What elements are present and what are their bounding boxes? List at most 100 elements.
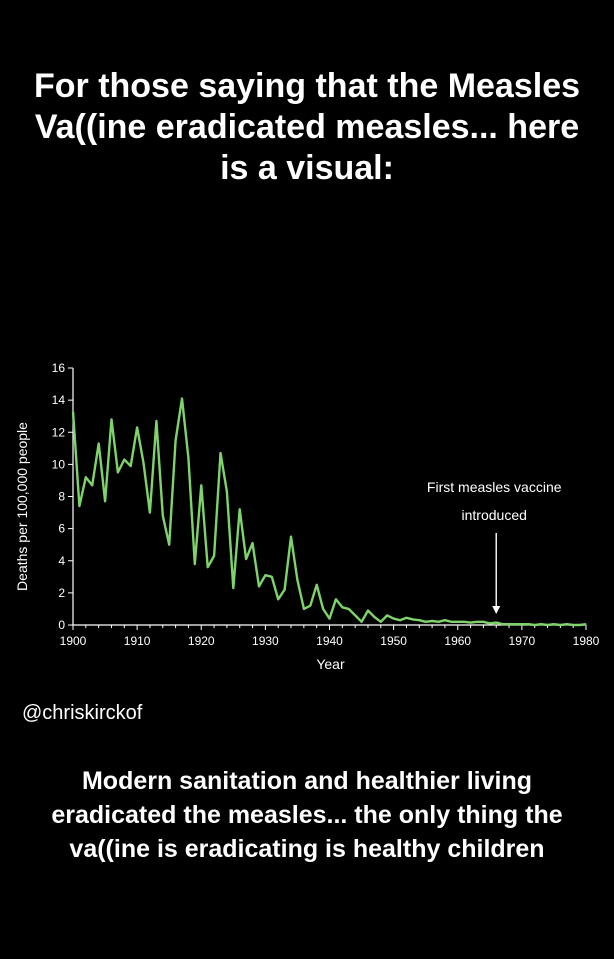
data-point: [341, 606, 343, 608]
data-point: [78, 505, 80, 507]
x-tick-label: 1920: [188, 634, 215, 648]
data-point: [110, 418, 113, 420]
data-point: [264, 574, 266, 576]
x-tick-label: 1980: [573, 634, 600, 648]
data-point: [245, 558, 247, 560]
annotation-line-1: First measles vaccine: [427, 479, 562, 495]
data-point: [207, 566, 209, 568]
x-ticks: 1900 1910 1920 1930 1940 1950 1960 1970 1980: [60, 625, 600, 648]
y-tick-label: 10: [52, 457, 66, 471]
y-tick-label: 16: [52, 361, 66, 375]
annotation-line-2: introduced: [462, 507, 527, 523]
x-axis: 1900 1910 1920 1930 1940 1950 1960 1970 1980: [60, 624, 600, 648]
x-tick-label: 1940: [316, 634, 343, 648]
data-point: [104, 500, 106, 502]
data-point: [149, 512, 151, 514]
data-point: [181, 397, 183, 400]
data-point: [418, 619, 420, 621]
x-tick-label: 1910: [124, 634, 151, 648]
data-point: [251, 542, 254, 544]
x-tick-label: 1970: [509, 634, 536, 648]
data-point: [540, 623, 542, 625]
data-point: [482, 621, 484, 623]
annotation-arrowhead-icon: [492, 605, 501, 614]
data-point: [521, 623, 523, 625]
data-point: [162, 515, 164, 517]
data-point: [239, 508, 241, 510]
data-point: [142, 462, 145, 464]
data-point: [553, 623, 555, 625]
y-tick-label: 0: [58, 618, 65, 632]
data-point: [303, 608, 305, 610]
data-point: [566, 623, 568, 625]
data-point: [98, 442, 100, 445]
data-point: [85, 476, 87, 478]
data-point: [546, 624, 549, 626]
data-point: [284, 589, 286, 591]
data-point: [463, 621, 465, 623]
data-point: [585, 623, 587, 625]
x-tick-label: 1950: [380, 634, 407, 648]
data-point: [354, 614, 356, 616]
data-point: [335, 598, 337, 600]
data-point: [136, 426, 138, 428]
data-point: [431, 620, 433, 622]
data-point: [412, 618, 414, 620]
data-point: [489, 622, 491, 624]
data-point: [425, 621, 427, 623]
data-point: [277, 598, 279, 600]
data-point: [579, 624, 581, 626]
data-point: [309, 605, 311, 607]
data-point: [405, 617, 407, 619]
data-point: [476, 621, 478, 623]
y-tick-label: 6: [58, 522, 65, 536]
x-tick-label: 1930: [252, 634, 279, 648]
data-point: [296, 579, 298, 581]
data-point: [457, 621, 459, 623]
data-point: [559, 624, 561, 626]
data-point: [130, 465, 132, 467]
data-point: [175, 439, 177, 441]
data-point: [508, 623, 510, 625]
data-point: [200, 484, 202, 486]
data-point: [470, 622, 472, 624]
y-axis-label: Deaths per 100,000 people: [14, 422, 30, 591]
data-point: [316, 584, 318, 586]
data-point: [534, 624, 536, 626]
y-ticks: 0 2 4 6 8 10 12 14 16: [52, 361, 73, 632]
data-point: [572, 624, 574, 626]
x-tick-label: 1960: [444, 634, 471, 648]
x-tick-label: 1900: [60, 634, 87, 648]
caption: Modern sanitation and healthier living e…: [51, 767, 563, 863]
y-tick-label: 4: [58, 554, 65, 568]
data-point: [450, 621, 452, 623]
data-point: [527, 623, 529, 625]
data-point: [399, 619, 401, 621]
data-point: [194, 563, 196, 565]
vaccine-annotation: First measles vaccine introduced: [427, 479, 562, 614]
data-point: [258, 585, 260, 587]
data-point: [290, 536, 292, 538]
data-point: [117, 471, 119, 473]
x-axis-label: Year: [316, 656, 345, 672]
headline: For those saying that the Measles Va((in…: [33, 67, 581, 187]
y-tick-label: 12: [52, 425, 66, 439]
author-handle: @chriskirckof: [22, 702, 143, 724]
data-point: [367, 609, 369, 612]
data-point: [361, 621, 363, 623]
data-point: [226, 491, 228, 493]
data-point: [213, 555, 215, 557]
data-point: [187, 457, 189, 459]
data-point: [322, 608, 324, 610]
data-point: [232, 587, 234, 589]
data-point: [373, 616, 375, 618]
data-point: [72, 410, 74, 412]
data-point: [437, 621, 440, 623]
data-point: [155, 420, 157, 422]
data-point: [393, 618, 395, 620]
data-point: [495, 622, 497, 624]
data-point: [502, 623, 504, 625]
y-tick-label: 8: [58, 490, 65, 504]
data-point: [380, 621, 382, 623]
y-tick-label: 14: [52, 393, 66, 407]
